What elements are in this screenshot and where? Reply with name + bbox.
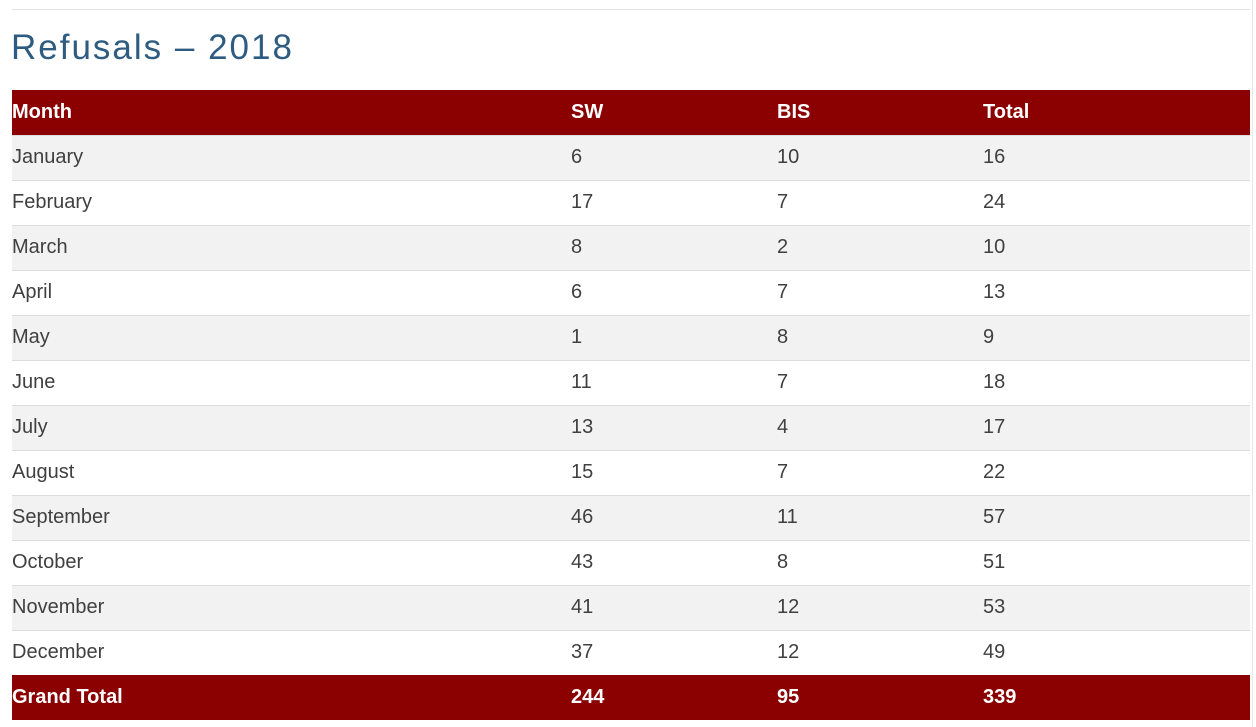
cell-bis: 2 xyxy=(777,224,983,270)
cell-bis: 7 xyxy=(777,269,983,315)
table-row: December 37 12 49 xyxy=(12,629,1250,675)
grand-total-bis: 95 xyxy=(777,675,983,720)
column-header-total: Total xyxy=(983,90,1250,135)
cell-sw: 13 xyxy=(571,404,777,450)
table-row: February 17 7 24 xyxy=(12,179,1250,225)
cell-total: 51 xyxy=(983,539,1250,585)
table-row: January 6 10 16 xyxy=(12,134,1250,180)
table-row: March 8 2 10 xyxy=(12,224,1250,270)
right-divider xyxy=(1252,0,1253,727)
cell-month: August xyxy=(12,449,571,495)
cell-month: October xyxy=(12,539,571,585)
cell-month: April xyxy=(12,269,571,315)
table-footer: Grand Total 244 95 339 xyxy=(12,675,1250,720)
header-row: Month SW BIS Total xyxy=(12,90,1250,135)
cell-total: 17 xyxy=(983,404,1250,450)
cell-month: March xyxy=(12,224,571,270)
cell-total: 10 xyxy=(983,224,1250,270)
cell-month: June xyxy=(12,359,571,405)
cell-sw: 43 xyxy=(571,539,777,585)
cell-total: 22 xyxy=(983,449,1250,495)
table-row: September 46 11 57 xyxy=(12,494,1250,540)
cell-month: May xyxy=(12,314,571,360)
refusals-table: Month SW BIS Total January 6 10 16 Febru… xyxy=(12,90,1250,720)
grand-total-row: Grand Total 244 95 339 xyxy=(12,675,1250,720)
cell-total: 57 xyxy=(983,494,1250,540)
cell-sw: 37 xyxy=(571,629,777,675)
cell-bis: 4 xyxy=(777,404,983,450)
cell-month: September xyxy=(12,494,571,540)
column-header-bis: BIS xyxy=(777,90,983,135)
cell-bis: 7 xyxy=(777,449,983,495)
cell-month: January xyxy=(12,134,571,180)
cell-sw: 11 xyxy=(571,359,777,405)
cell-bis: 7 xyxy=(777,179,983,225)
table-row: August 15 7 22 xyxy=(12,449,1250,495)
cell-month: November xyxy=(12,584,571,630)
grand-total-sw: 244 xyxy=(571,675,777,720)
cell-sw: 46 xyxy=(571,494,777,540)
cell-sw: 8 xyxy=(571,224,777,270)
cell-sw: 1 xyxy=(571,314,777,360)
cell-bis: 12 xyxy=(777,629,983,675)
grand-total-total: 339 xyxy=(983,675,1250,720)
cell-sw: 6 xyxy=(571,269,777,315)
grand-total-label: Grand Total xyxy=(12,675,571,720)
table-row: July 13 4 17 xyxy=(12,404,1250,450)
page-title: Refusals – 2018 xyxy=(11,28,294,67)
cell-bis: 11 xyxy=(777,494,983,540)
table-row: June 11 7 18 xyxy=(12,359,1250,405)
cell-bis: 7 xyxy=(777,359,983,405)
column-header-sw: SW xyxy=(571,90,777,135)
cell-bis: 10 xyxy=(777,134,983,180)
column-header-month: Month xyxy=(12,90,571,135)
cell-total: 16 xyxy=(983,134,1250,180)
cell-total: 24 xyxy=(983,179,1250,225)
cell-bis: 8 xyxy=(777,314,983,360)
cell-sw: 41 xyxy=(571,584,777,630)
cell-bis: 12 xyxy=(777,584,983,630)
cell-total: 9 xyxy=(983,314,1250,360)
cell-total: 13 xyxy=(983,269,1250,315)
top-divider xyxy=(12,9,1250,10)
table-row: November 41 12 53 xyxy=(12,584,1250,630)
cell-sw: 17 xyxy=(571,179,777,225)
table-body: January 6 10 16 February 17 7 24 March 8… xyxy=(12,134,1250,675)
table-header: Month SW BIS Total xyxy=(12,90,1250,135)
cell-month: December xyxy=(12,629,571,675)
cell-month: July xyxy=(12,404,571,450)
cell-sw: 15 xyxy=(571,449,777,495)
cell-sw: 6 xyxy=(571,134,777,180)
cell-total: 18 xyxy=(983,359,1250,405)
cell-bis: 8 xyxy=(777,539,983,585)
table-row: April 6 7 13 xyxy=(12,269,1250,315)
cell-month: February xyxy=(12,179,571,225)
cell-total: 49 xyxy=(983,629,1250,675)
table-row: October 43 8 51 xyxy=(12,539,1250,585)
cell-total: 53 xyxy=(983,584,1250,630)
table-row: May 1 8 9 xyxy=(12,314,1250,360)
